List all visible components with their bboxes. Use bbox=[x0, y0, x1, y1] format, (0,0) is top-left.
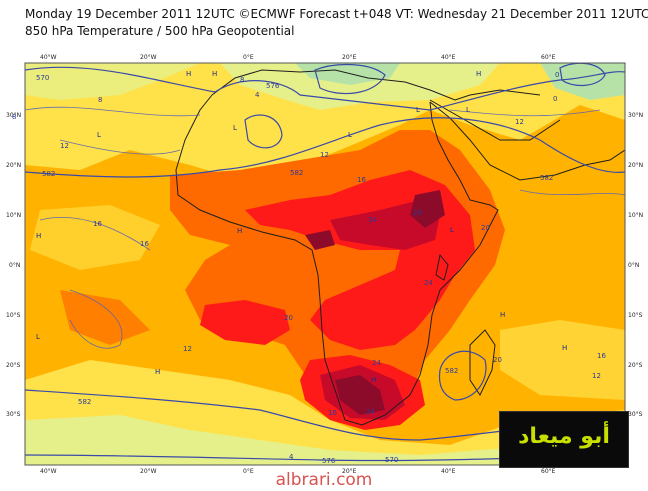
contour-label: 24 bbox=[366, 408, 375, 416]
lat-label-right: 30°S bbox=[628, 411, 643, 418]
high-pressure-marker: H bbox=[212, 70, 217, 78]
lon-label-bottom: 20°E bbox=[342, 468, 357, 475]
map-frame bbox=[24, 62, 626, 466]
contour-label: 4 bbox=[289, 453, 294, 461]
contour-label: 576 bbox=[266, 82, 280, 90]
low-pressure-marker: L bbox=[348, 131, 352, 139]
contour-label: 570 bbox=[36, 74, 49, 82]
contour-label: 0 bbox=[555, 71, 559, 79]
contour-label: 16 bbox=[93, 220, 102, 228]
high-pressure-marker: H bbox=[36, 232, 41, 240]
high-pressure-marker: H bbox=[237, 227, 242, 235]
lon-label-top: 20°W bbox=[140, 54, 157, 61]
contour-label: 16 bbox=[357, 176, 366, 184]
watermark: albrari.com bbox=[275, 470, 373, 490]
contour-label: 20 bbox=[284, 314, 293, 322]
contour-label: 570 bbox=[385, 456, 398, 464]
lon-label-top: 40°W bbox=[40, 54, 57, 61]
low-pressure-marker: L bbox=[450, 226, 454, 234]
lat-label-left: 0°N bbox=[9, 262, 20, 269]
lat-label-left: 30°S bbox=[6, 411, 21, 418]
contour-label: 576 bbox=[322, 457, 336, 465]
contour-label: 0 bbox=[553, 95, 557, 103]
contour-label: 582 bbox=[78, 398, 91, 406]
lat-label-left: 10°S bbox=[6, 312, 21, 319]
lat-label-left: 10°N bbox=[6, 212, 21, 219]
lon-label-top: 0°E bbox=[243, 54, 254, 61]
low-pressure-marker: L bbox=[36, 333, 40, 341]
contour-label: 12 bbox=[592, 372, 601, 380]
temperature-labels: 8 12 12 12 16 16 16 16 20 20 20 20 24 24… bbox=[12, 71, 606, 461]
contour-label: 4 bbox=[255, 91, 260, 99]
temperature-contours bbox=[25, 106, 625, 349]
lon-label-top: 40°E bbox=[441, 54, 456, 61]
lat-label-right: 10°N bbox=[628, 212, 643, 219]
lat-label-left: 20°N bbox=[6, 162, 21, 169]
contour-label: 24 bbox=[424, 279, 433, 287]
header-subtitle: 850 hPa Temperature / 500 hPa Geopotenti… bbox=[25, 24, 295, 38]
axis-labels: 40°W 20°W 0°E 20°E 40°E 60°E 40°W 20°W 0… bbox=[6, 54, 643, 475]
logo-text: أبو ميعاد bbox=[518, 424, 610, 449]
contour-label: 8 bbox=[98, 96, 102, 104]
contour-label: 582 bbox=[290, 169, 303, 177]
contour-label: 8 bbox=[240, 76, 244, 84]
high-pressure-marker: H bbox=[371, 376, 376, 384]
contour-label: 12 bbox=[60, 142, 69, 150]
lon-label-top: 20°E bbox=[342, 54, 357, 61]
contour-label: 12 bbox=[320, 151, 329, 159]
header-title: Monday 19 December 2011 12UTC ©ECMWF For… bbox=[25, 7, 648, 21]
low-pressure-marker: L bbox=[233, 124, 237, 132]
contour-label: 16 bbox=[597, 352, 606, 360]
high-pressure-marker: H bbox=[155, 368, 160, 376]
contour-label: 12 bbox=[183, 345, 192, 353]
high-pressure-marker: H bbox=[562, 344, 567, 352]
contour-label: 16 bbox=[140, 240, 149, 248]
lon-label-bottom: 0°E bbox=[243, 468, 254, 475]
contour-label: 24 bbox=[368, 216, 377, 224]
geopotential-labels: 570 576 582 582 582 582 576 570 582 bbox=[36, 74, 553, 465]
contour-label: 582 bbox=[445, 367, 458, 375]
low-pressure-marker: L bbox=[466, 106, 470, 114]
lon-label-bottom: 60°E bbox=[541, 468, 556, 475]
contour-label: 582 bbox=[42, 170, 55, 178]
high-pressure-marker: H bbox=[476, 70, 481, 78]
lat-label-left: 20°S bbox=[6, 362, 21, 369]
lon-label-bottom: 40°W bbox=[40, 468, 57, 475]
low-pressure-marker: L bbox=[416, 106, 420, 114]
contour-label: 24 bbox=[372, 359, 381, 367]
high-pressure-marker: H bbox=[186, 70, 191, 78]
contour-label: 12 bbox=[515, 118, 524, 126]
contour-label: 20 bbox=[481, 224, 490, 232]
logo-badge: أبو ميعاد bbox=[499, 411, 629, 468]
contour-label: 582 bbox=[540, 174, 553, 182]
low-pressure-marker: L bbox=[97, 131, 101, 139]
high-pressure-marker: H bbox=[500, 311, 505, 319]
pressure-centers: H H H H H H H H H L L L L L L L bbox=[36, 70, 567, 384]
lat-label-right: 0°N bbox=[628, 262, 639, 269]
lat-label-right: 20°S bbox=[628, 362, 643, 369]
contour-label: 16 bbox=[328, 409, 337, 417]
lon-label-bottom: 20°W bbox=[140, 468, 157, 475]
contour-label: 20 bbox=[413, 209, 422, 217]
coastlines bbox=[175, 69, 625, 426]
lat-label-right: 20°N bbox=[628, 162, 643, 169]
contour-label: 20 bbox=[493, 356, 502, 364]
lon-label-top: 60°E bbox=[541, 54, 556, 61]
lon-label-bottom: 40°E bbox=[441, 468, 456, 475]
lat-label-left: 30°N bbox=[6, 112, 21, 119]
lat-label-right: 30°N bbox=[628, 112, 643, 119]
lat-label-right: 10°S bbox=[628, 312, 643, 319]
contour-label: 8 bbox=[12, 113, 16, 121]
